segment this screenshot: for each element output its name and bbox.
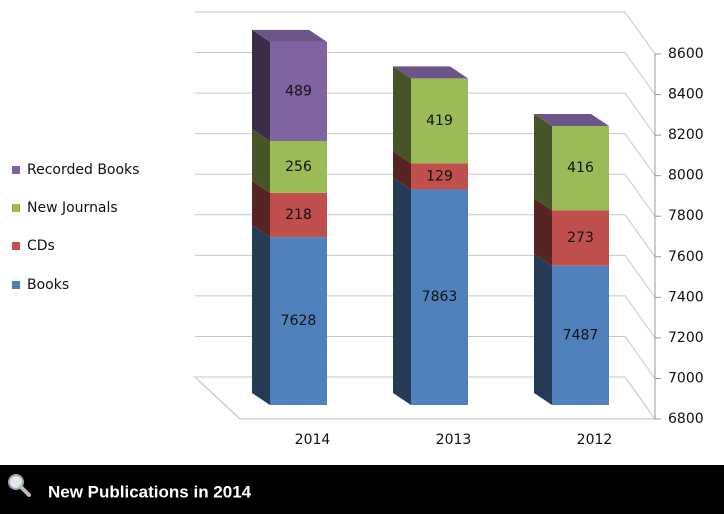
bar (552, 125, 609, 211)
grid-line (195, 173, 656, 217)
bar (411, 189, 468, 405)
y-tick-label: 8600 (668, 46, 704, 62)
legend-label: Recorded Books (27, 162, 139, 178)
grid-line (195, 214, 656, 258)
bar-side (252, 225, 270, 405)
bar (270, 237, 327, 405)
bar-side (393, 151, 411, 190)
caption: New Publications in 2014 (48, 482, 252, 501)
y-tick-label: 8200 (668, 127, 704, 143)
data-label: 419 (426, 113, 453, 129)
bar (270, 140, 327, 193)
x-tick-label: 2012 (577, 432, 613, 448)
bar (552, 265, 609, 405)
bar-side (252, 180, 270, 238)
data-label: 7487 (563, 327, 599, 343)
data-label: 416 (567, 160, 594, 176)
plot-background (0, 0, 724, 465)
bar-side (252, 128, 270, 193)
grid-line (195, 11, 656, 55)
legend-label: CDs (27, 238, 55, 254)
grid-line (195, 92, 656, 136)
bar (411, 163, 468, 190)
bar (270, 41, 327, 141)
data-label: 273 (567, 230, 594, 246)
legend-label: New Journals (27, 200, 118, 216)
y-tick-label: 7400 (668, 289, 704, 305)
bar-side (393, 177, 411, 405)
legend-swatch (12, 166, 20, 174)
grid-line (195, 52, 656, 95)
bar-side (534, 198, 552, 266)
data-label: 7628 (281, 313, 317, 329)
bar-side (393, 66, 411, 164)
y-tick-label: 7000 (668, 370, 704, 386)
bar (552, 210, 609, 266)
y-tick-label: 7200 (668, 330, 704, 346)
y-tick-label: 6800 (668, 411, 704, 427)
y-tick-label: 8400 (668, 87, 704, 103)
grid-line (195, 295, 656, 339)
grid-line (195, 335, 656, 379)
bar-side (534, 253, 552, 405)
bar-top (393, 66, 468, 79)
y-tick-label: 8000 (668, 168, 704, 184)
bar-top (534, 113, 609, 126)
data-label: 7863 (422, 289, 458, 305)
grid-line (195, 133, 656, 176)
data-label: 256 (285, 159, 312, 175)
data-label: 129 (426, 168, 453, 184)
x-tick-label: 2014 (295, 432, 331, 448)
caption-bar (0, 465, 724, 514)
legend-label: Books (27, 277, 69, 293)
bar-side (252, 29, 270, 141)
data-label: 218 (285, 207, 312, 223)
bar-side (534, 113, 552, 211)
grid-line (195, 376, 656, 420)
legend-swatch (12, 204, 20, 212)
legend-swatch (12, 242, 20, 250)
bar-top (252, 29, 327, 42)
chart-layer: 6800 7000 7200 7400 7600 7800 8000 8200 8400 8600… (12, 11, 704, 448)
magnifier-icon (8, 474, 31, 497)
x-tick-label: 2013 (436, 432, 472, 448)
grid-line (195, 254, 656, 298)
data-label: 489 (285, 83, 312, 99)
bar (270, 192, 327, 238)
y-tick-label: 7800 (668, 208, 704, 224)
bar (411, 78, 468, 164)
y-tick-label: 7600 (668, 249, 704, 265)
legend-swatch (12, 281, 20, 289)
